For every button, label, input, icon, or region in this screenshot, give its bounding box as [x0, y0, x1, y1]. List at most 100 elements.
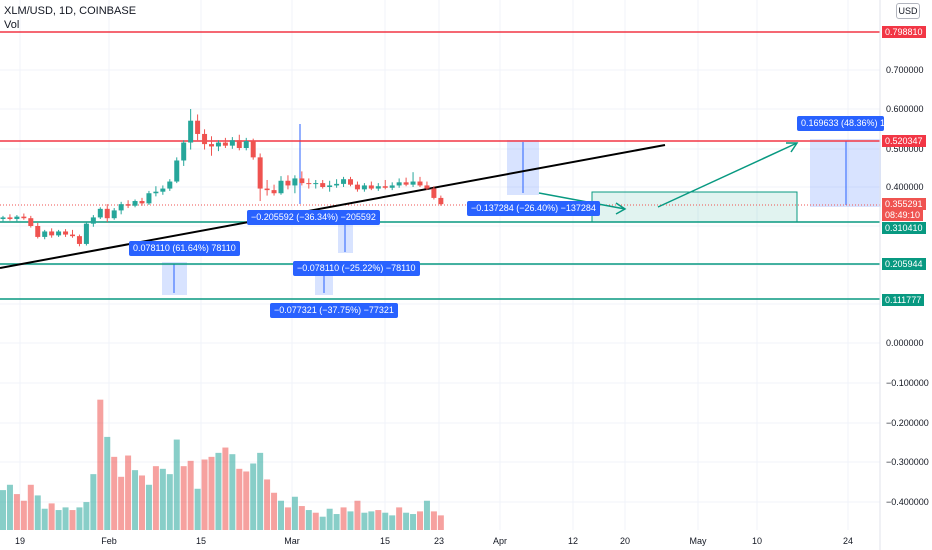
volume-bar — [41, 508, 48, 530]
candle-body — [160, 188, 166, 192]
grid-lines — [0, 0, 880, 530]
candle-body — [202, 133, 208, 145]
volume-bar — [284, 507, 291, 530]
volume-bar — [104, 436, 111, 530]
candle-body — [49, 231, 55, 236]
volume-bar — [410, 514, 417, 530]
candle-body — [354, 184, 360, 190]
volume-bar — [62, 507, 69, 530]
candle-body — [382, 186, 388, 188]
candle-body — [306, 183, 312, 185]
candle-body — [375, 186, 381, 189]
y-tick: 0.600000 — [886, 104, 924, 114]
x-tick: Feb — [101, 536, 117, 546]
projection-arrowhead-2 — [786, 142, 799, 153]
y-tick: 0.500000 — [886, 144, 924, 154]
volume-bar — [166, 474, 173, 530]
volume-bar — [125, 455, 132, 530]
candle-body — [222, 142, 228, 146]
candle-body — [56, 231, 62, 236]
candle-body — [70, 234, 75, 237]
candle-body — [0, 217, 6, 219]
measure-label[interactable]: −0.137284 (−26.40%) −137284 — [467, 201, 600, 216]
y-tick: 0.000000 — [886, 338, 924, 348]
candle-body — [285, 180, 291, 186]
x-tick: 12 — [567, 536, 579, 546]
projection-arrow-2 — [657, 142, 798, 208]
candle-body — [153, 191, 159, 194]
volume-bar — [13, 494, 20, 530]
resistance-high-tag: 0.798810 — [882, 26, 926, 38]
volume-bar — [20, 500, 27, 530]
measure-label[interactable]: 0.169633 (48.36%) 169633 — [797, 116, 884, 131]
volume-bar — [152, 466, 159, 530]
symbol-title[interactable]: XLM/USD, 1D, COINBASE — [4, 5, 137, 17]
candle-body — [97, 208, 103, 218]
candle-body — [104, 208, 110, 219]
volume-bar — [375, 510, 382, 530]
candle-body — [118, 204, 124, 211]
volume-bar — [215, 452, 222, 530]
measure-label[interactable]: 0.078110 (61.64%) 78110 — [129, 241, 240, 256]
currency-button[interactable]: USD — [896, 3, 920, 19]
volume-bar — [326, 508, 333, 530]
x-tick: Mar — [284, 536, 300, 546]
candle-body — [21, 216, 27, 219]
resistance-tag: 0.520347 — [882, 135, 926, 147]
candle-body — [410, 181, 416, 185]
volume-bar — [194, 488, 201, 530]
candle-body — [417, 181, 423, 186]
measure-label[interactable]: −0.205592 (−36.34%) −205592 — [247, 210, 380, 225]
volume-bar — [291, 496, 298, 530]
volume-bar — [55, 510, 62, 530]
current-price-tag: 0.355291 — [882, 198, 926, 210]
projection-arrowhead-1 — [615, 202, 627, 215]
y-tick: −0.200000 — [886, 418, 929, 428]
volume-bar — [354, 500, 361, 530]
candle-body — [361, 185, 367, 190]
volume-bar — [278, 500, 284, 530]
candle-body — [139, 201, 145, 204]
candles — [0, 109, 444, 247]
measure-label[interactable]: −0.077321 (−37.75%) −77321 — [270, 303, 398, 318]
candle-body — [7, 217, 13, 219]
volume-bar — [271, 492, 278, 530]
candle-body — [243, 140, 249, 148]
volume-bar — [132, 470, 139, 530]
x-tick: 15 — [195, 536, 207, 546]
volume-bar — [48, 503, 55, 530]
candle-body — [42, 231, 48, 237]
volume-bar — [236, 468, 243, 530]
volume-bar — [257, 452, 264, 530]
volume-bar — [173, 439, 180, 530]
x-tick: 23 — [433, 536, 445, 546]
candle-body — [111, 210, 117, 219]
volume-bar — [180, 466, 187, 530]
candle-body — [438, 197, 444, 205]
candle-body — [146, 193, 152, 204]
candle-body — [63, 231, 69, 235]
volume-bar — [243, 471, 250, 530]
measure-label[interactable]: −0.078110 (−25.22%) −78110 — [293, 261, 420, 276]
volume-bar — [417, 511, 423, 530]
candle-body — [424, 185, 430, 189]
candle-body — [174, 160, 180, 182]
trend-line[interactable] — [0, 144, 666, 269]
candle-body — [250, 140, 256, 158]
volume-bar — [34, 495, 41, 530]
candle-body — [292, 178, 298, 186]
candle-body — [341, 179, 347, 184]
candle-body — [327, 185, 333, 187]
candle-body — [132, 201, 138, 206]
volume-bar — [76, 507, 83, 530]
measure-boxes — [162, 124, 881, 295]
candle-body — [368, 185, 374, 189]
horizontal-levels[interactable] — [0, 31, 880, 300]
support-tag-1: 0.310410 — [882, 222, 926, 234]
volume-bar — [312, 512, 319, 530]
x-tick: 10 — [751, 536, 763, 546]
volume-bar — [208, 456, 215, 530]
volume-bar — [340, 507, 347, 530]
y-tick: 0.400000 — [886, 182, 924, 192]
